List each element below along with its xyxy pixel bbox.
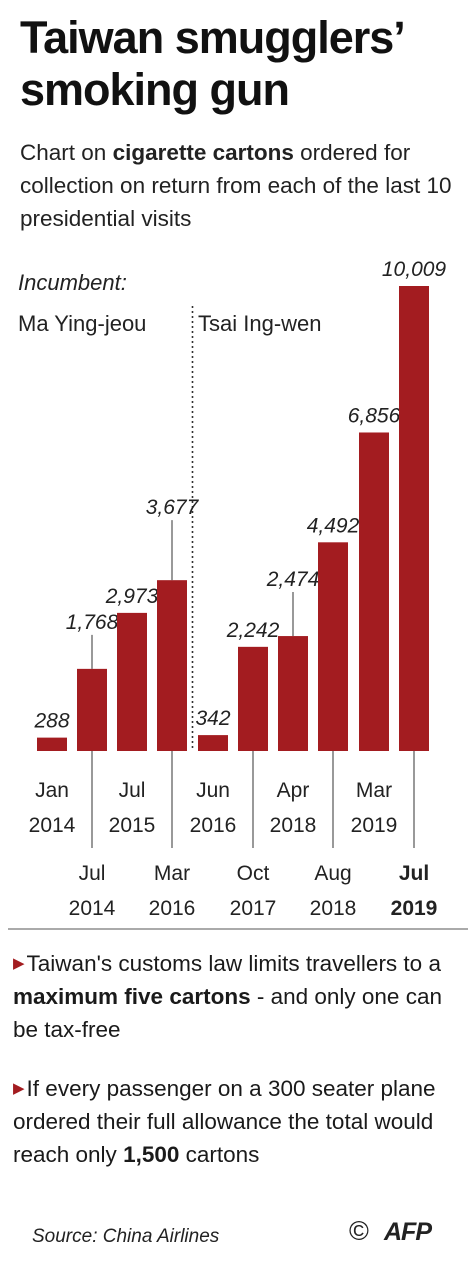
- bullet-triangle-icon: ▶: [13, 955, 25, 972]
- afp-logo: AFP: [384, 1218, 432, 1246]
- x-year-label-3: 2016: [149, 897, 196, 920]
- bar-chart: Incumbent: Ma Ying-jeou Tsai Ing-wen 288 Jan…: [8, 258, 468, 930]
- bar-7: [318, 542, 348, 751]
- note-customs-highlight: maximum five cartons: [13, 984, 251, 1009]
- bar-3: [157, 580, 187, 751]
- x-month-label-1: Jul: [79, 862, 106, 885]
- x-year-label-7: 2018: [310, 897, 357, 920]
- x-month-label-8: Mar: [356, 779, 392, 802]
- value-label-7: 4,492: [307, 514, 360, 537]
- bar-0: [37, 737, 67, 751]
- bar-6: [278, 636, 308, 751]
- bar-1: [77, 668, 107, 751]
- value-label-1: 1,768: [66, 611, 119, 634]
- note-plane-text-end: cartons: [179, 1142, 260, 1167]
- x-month-label-7: Aug: [314, 862, 351, 885]
- subtitle-highlight: cigarette cartons: [112, 140, 294, 165]
- bar-9: [399, 286, 429, 751]
- x-year-label-5: 2017: [230, 897, 277, 920]
- value-label-2: 2,973: [105, 585, 159, 608]
- x-month-label-4: Jun: [196, 779, 230, 802]
- bar-5: [238, 646, 268, 751]
- value-label-3: 3,677: [146, 496, 200, 519]
- value-label-5: 2,242: [226, 619, 280, 642]
- x-year-label-0: 2014: [29, 814, 76, 837]
- bullet-triangle-icon: ▶: [13, 1080, 25, 1097]
- incumbent-tsai-label: Tsai Ing-wen: [198, 311, 322, 336]
- incumbent-heading: Incumbent:: [18, 270, 127, 295]
- x-year-label-2: 2015: [109, 814, 156, 837]
- value-label-4: 342: [195, 707, 230, 730]
- note-plane-allowance: ▶If every passenger on a 300 seater plan…: [13, 1072, 465, 1171]
- x-year-label-8: 2019: [351, 814, 398, 837]
- note-customs-text-start: Taiwan's customs law limits travellers t…: [26, 951, 441, 976]
- chart-title: Taiwan smugglers’ smoking gun: [20, 12, 403, 115]
- bar-8: [359, 432, 389, 751]
- x-month-label-0: Jan: [35, 779, 69, 802]
- value-label-8: 6,856: [348, 404, 401, 427]
- source-credit: Source: China Airlines: [32, 1226, 220, 1247]
- x-month-label-3: Mar: [154, 862, 190, 885]
- x-month-label-6: Apr: [277, 779, 310, 802]
- note-plane-text-start: If every passenger on a 300 seater plane…: [13, 1076, 436, 1167]
- x-year-label-4: 2016: [190, 814, 237, 837]
- x-month-label-9: Jul: [399, 862, 429, 885]
- x-year-label-1: 2014: [69, 897, 116, 920]
- subtitle-text-end: ordered for collection on return from ea…: [20, 140, 452, 231]
- incumbent-ma-label: Ma Ying-jeou: [18, 311, 146, 336]
- bar-4: [198, 735, 228, 751]
- x-year-label-9: 2019: [391, 897, 438, 920]
- note-plane-highlight: 1,500: [123, 1142, 180, 1167]
- value-label-0: 288: [33, 710, 69, 733]
- chart-subtitle: Chart on cigarette cartons ordered for c…: [20, 136, 460, 235]
- note-customs-law: ▶Taiwan's customs law limits travellers …: [13, 947, 465, 1046]
- note-customs-text-end: - and only one can be tax-free: [13, 984, 442, 1042]
- subtitle-text-start: Chart on: [20, 140, 113, 165]
- bar-2: [117, 612, 147, 751]
- value-label-9: 10,009: [382, 258, 447, 281]
- copyright-icon: ©: [349, 1216, 369, 1246]
- x-month-label-2: Jul: [119, 779, 146, 802]
- x-year-label-6: 2018: [270, 814, 317, 837]
- value-label-6: 2,474: [266, 568, 320, 591]
- x-month-label-5: Oct: [237, 862, 270, 885]
